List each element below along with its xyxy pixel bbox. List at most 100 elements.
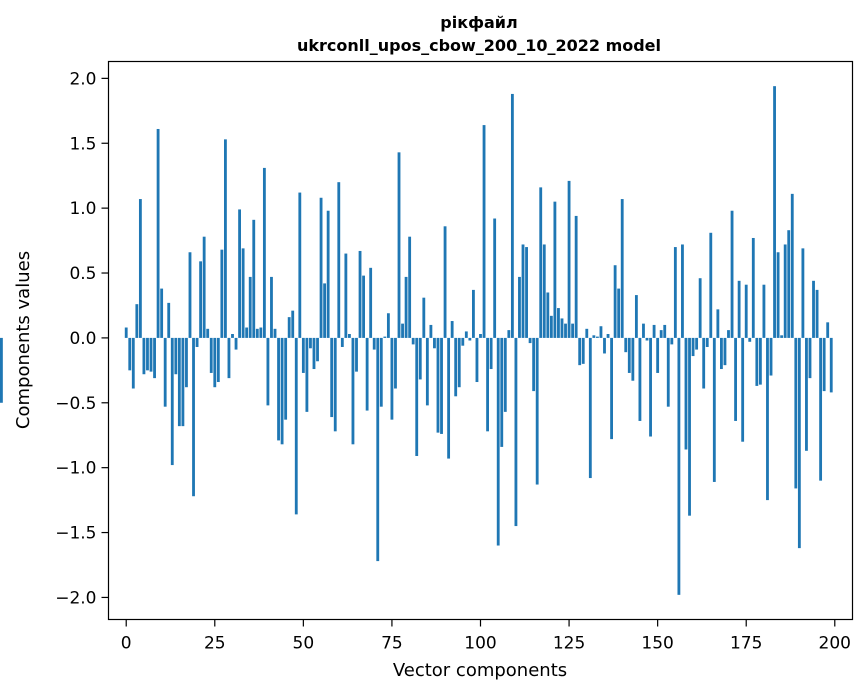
y-tick-label: 0.5 [69,264,96,284]
y-tick-label: −0.5 [55,394,96,414]
bar [631,337,635,381]
bar [206,328,210,338]
bar [766,337,769,501]
bar [518,276,521,338]
bar [819,337,823,481]
bar [383,336,387,338]
bar [588,337,592,479]
bar [252,219,256,338]
bar [769,337,773,376]
x-tick-label: 0 [121,634,132,654]
bar [812,280,815,338]
bar [553,201,557,338]
bar [355,337,358,372]
bar [301,337,305,373]
bar [709,232,713,338]
bar [755,337,759,386]
x-tick-label: 200 [819,634,851,654]
bar [429,324,433,338]
bar [216,337,220,383]
bar [468,337,472,341]
bar [670,337,674,345]
bar [585,328,589,338]
plot-frame [107,60,854,621]
bar [482,125,486,338]
bar [128,337,132,371]
bar [702,337,706,389]
bar [457,337,461,388]
bar [170,337,174,466]
bar [323,283,327,338]
bar [241,248,245,338]
bar [829,337,833,393]
bar [131,337,135,389]
bar [266,337,270,406]
bar [280,337,284,445]
bar [386,313,390,338]
bar [220,249,224,338]
bar [663,324,667,338]
bar [546,292,550,338]
bar [209,337,213,373]
bar [142,337,146,375]
bar [262,167,266,338]
bar [411,337,415,345]
bar [358,250,362,338]
bar [436,337,440,433]
bar [744,284,748,338]
bar [688,337,691,516]
x-tick-label: 25 [204,634,226,654]
bar [681,244,684,338]
bar [238,209,241,338]
bar [472,289,475,338]
bar [234,337,238,350]
bar [652,324,656,338]
bar [294,337,298,515]
bar [202,236,206,338]
bar [592,335,596,338]
bar [305,337,309,412]
bar [365,337,369,411]
bar [408,236,412,338]
bar [521,244,525,338]
bar [567,180,571,338]
bar [362,275,365,338]
y-tick-label: 1.5 [69,134,96,154]
bar [578,337,582,366]
bar [610,337,613,440]
bar [581,337,585,364]
bar [801,248,805,338]
bar [659,330,663,338]
bar [489,337,493,370]
bar [514,337,518,527]
bar [758,337,762,385]
bar [716,309,720,338]
bar [826,322,830,338]
bar [762,284,766,338]
bar [245,327,249,338]
bar [397,152,401,338]
bar [369,267,373,338]
bar [557,308,560,338]
bar [787,230,791,338]
bar [326,210,330,338]
bar [783,244,787,338]
bar [291,310,295,338]
bar [539,187,543,338]
bar-series [0,86,833,595]
bar [309,337,312,349]
bar [620,199,624,338]
bar [192,337,195,497]
bar [177,337,181,427]
bar [415,337,419,456]
bar [174,337,178,375]
y-tick-label: −1.0 [55,459,96,479]
bar [379,337,383,407]
bar [507,330,511,338]
bar [805,337,808,451]
bar [748,337,752,342]
bar [348,334,351,338]
bar [493,218,497,338]
bar [794,337,798,489]
bar [277,337,280,441]
